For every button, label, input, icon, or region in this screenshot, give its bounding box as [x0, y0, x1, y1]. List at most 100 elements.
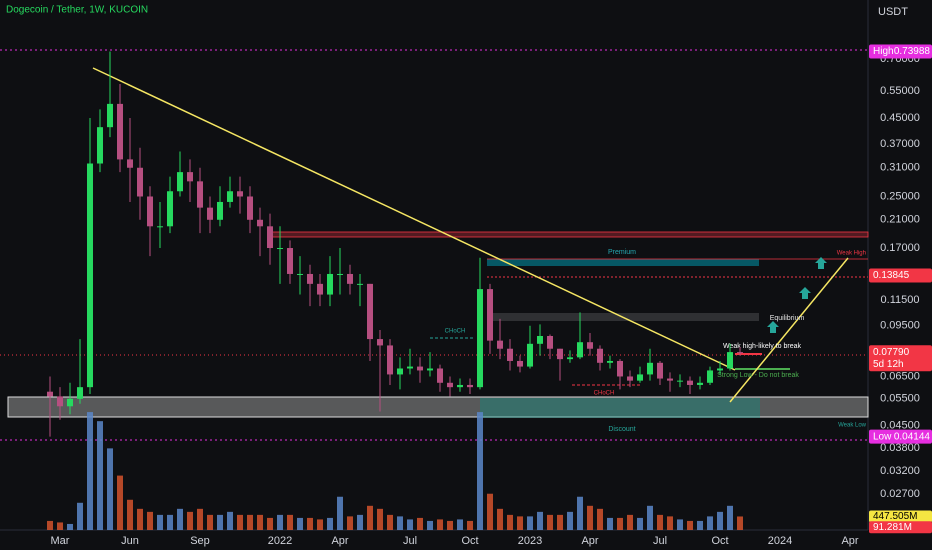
- annotation: CHoCH: [445, 329, 466, 335]
- candle-body: [427, 368, 433, 371]
- volume-bar: [317, 519, 323, 530]
- y-tick-label: 0.04500: [880, 420, 920, 432]
- candle-body: [667, 378, 673, 381]
- volume-badge: [869, 521, 932, 534]
- volume-bar: [697, 520, 703, 530]
- candle-body: [297, 273, 303, 275]
- volume-bar: [677, 519, 683, 530]
- annotation: Weak high-likely to break: [723, 343, 802, 350]
- annotation: Discount: [608, 426, 635, 433]
- candle-body: [407, 366, 413, 369]
- candle-body: [517, 360, 523, 367]
- volume-bar: [267, 517, 273, 530]
- candle-body: [537, 335, 543, 344]
- candle-body: [47, 391, 53, 397]
- price-badge: [869, 345, 932, 372]
- y-tick-label: 0.37000: [880, 138, 920, 150]
- candle-body: [277, 248, 283, 250]
- volume-bar: [257, 514, 263, 530]
- badge-value: 0.13845: [873, 270, 910, 281]
- volume-bar: [47, 520, 53, 530]
- volume-bar: [287, 514, 293, 530]
- trendline: [92, 67, 736, 371]
- volume-bar: [507, 514, 513, 530]
- candle-body: [147, 196, 153, 227]
- trendline: [729, 257, 849, 403]
- volume-bar: [647, 505, 653, 530]
- volume-bar: [147, 511, 153, 530]
- badge-name: Low: [873, 431, 892, 442]
- candle-body: [117, 103, 123, 160]
- volume-bar: [397, 516, 403, 530]
- volume-bar: [427, 520, 433, 530]
- y-tick-label: 0.70000: [880, 53, 920, 65]
- candle-body: [87, 163, 93, 388]
- candle-body: [437, 368, 443, 383]
- candle-body: [557, 348, 563, 360]
- candle-body: [467, 384, 473, 388]
- candle-body: [207, 207, 213, 220]
- candle-body: [377, 339, 383, 346]
- badge-value: 0.04144: [894, 431, 931, 442]
- volume-bar: [527, 516, 533, 530]
- volume-bar: [447, 520, 453, 530]
- y-tick-label: 0.21000: [880, 214, 920, 226]
- x-tick-label: Sep: [190, 535, 210, 547]
- candle-body: [317, 283, 323, 295]
- volume-bar: [247, 514, 253, 530]
- volume-bar: [97, 421, 103, 530]
- badge-name: High: [873, 46, 894, 57]
- candle-body: [567, 357, 573, 360]
- x-tick-label: Jul: [403, 535, 417, 547]
- volume-bar: [107, 448, 113, 530]
- candle-body: [417, 366, 423, 371]
- y-tick-label: 0.25000: [880, 190, 920, 202]
- chart-title: Dogecoin / Tether, 1W, KUCOIN: [6, 5, 148, 16]
- annotation: Equilibrium: [770, 315, 805, 322]
- annotation: Weak High: [837, 251, 866, 257]
- annotation: Weak Low: [838, 423, 867, 429]
- badge-countdown: 5d 12h: [873, 359, 904, 370]
- volume-bar: [557, 514, 563, 530]
- candle-body: [137, 167, 143, 197]
- x-tick-label: 2022: [268, 535, 292, 547]
- volume-badge-label: 91.281M: [873, 522, 912, 533]
- price-badge: [869, 268, 932, 283]
- volume-bar: [457, 519, 463, 530]
- candle-body: [357, 283, 363, 285]
- candle-body: [637, 374, 643, 381]
- y-tick-label: 0.31000: [880, 162, 920, 174]
- y-tick-label: 0.09500: [880, 320, 920, 332]
- volume-bar: [87, 412, 93, 530]
- volume-badge: [869, 510, 932, 523]
- x-tick-label: Mar: [51, 535, 70, 547]
- y-tick-label: 0.02700: [880, 488, 920, 500]
- volume-bar: [667, 516, 673, 530]
- candle-body: [727, 352, 733, 369]
- candle-body: [237, 191, 243, 197]
- volume-bar: [497, 508, 503, 530]
- y-tick-label: 0.06500: [880, 370, 920, 382]
- y-tick-label: 0.45000: [880, 112, 920, 124]
- candle-body: [507, 348, 513, 361]
- x-tick-label: 2023: [518, 535, 542, 547]
- y-tick-label: 0.05500: [880, 393, 920, 405]
- volume-bar: [687, 520, 693, 530]
- volume-bar: [417, 517, 423, 530]
- candle-body: [497, 340, 503, 349]
- volume-bar: [227, 511, 233, 530]
- candle-body: [657, 362, 663, 379]
- candle-body: [167, 191, 173, 227]
- volume-bar: [197, 508, 203, 530]
- volume-bar: [617, 517, 623, 530]
- candle-body: [217, 201, 223, 220]
- volume-bar: [297, 517, 303, 530]
- demand-zone: [7, 396, 869, 418]
- annotation: CHoCH: [594, 391, 615, 397]
- price-badge: [869, 44, 932, 59]
- candle-body: [247, 196, 253, 220]
- candle-body: [197, 181, 203, 208]
- candle-body: [677, 380, 683, 382]
